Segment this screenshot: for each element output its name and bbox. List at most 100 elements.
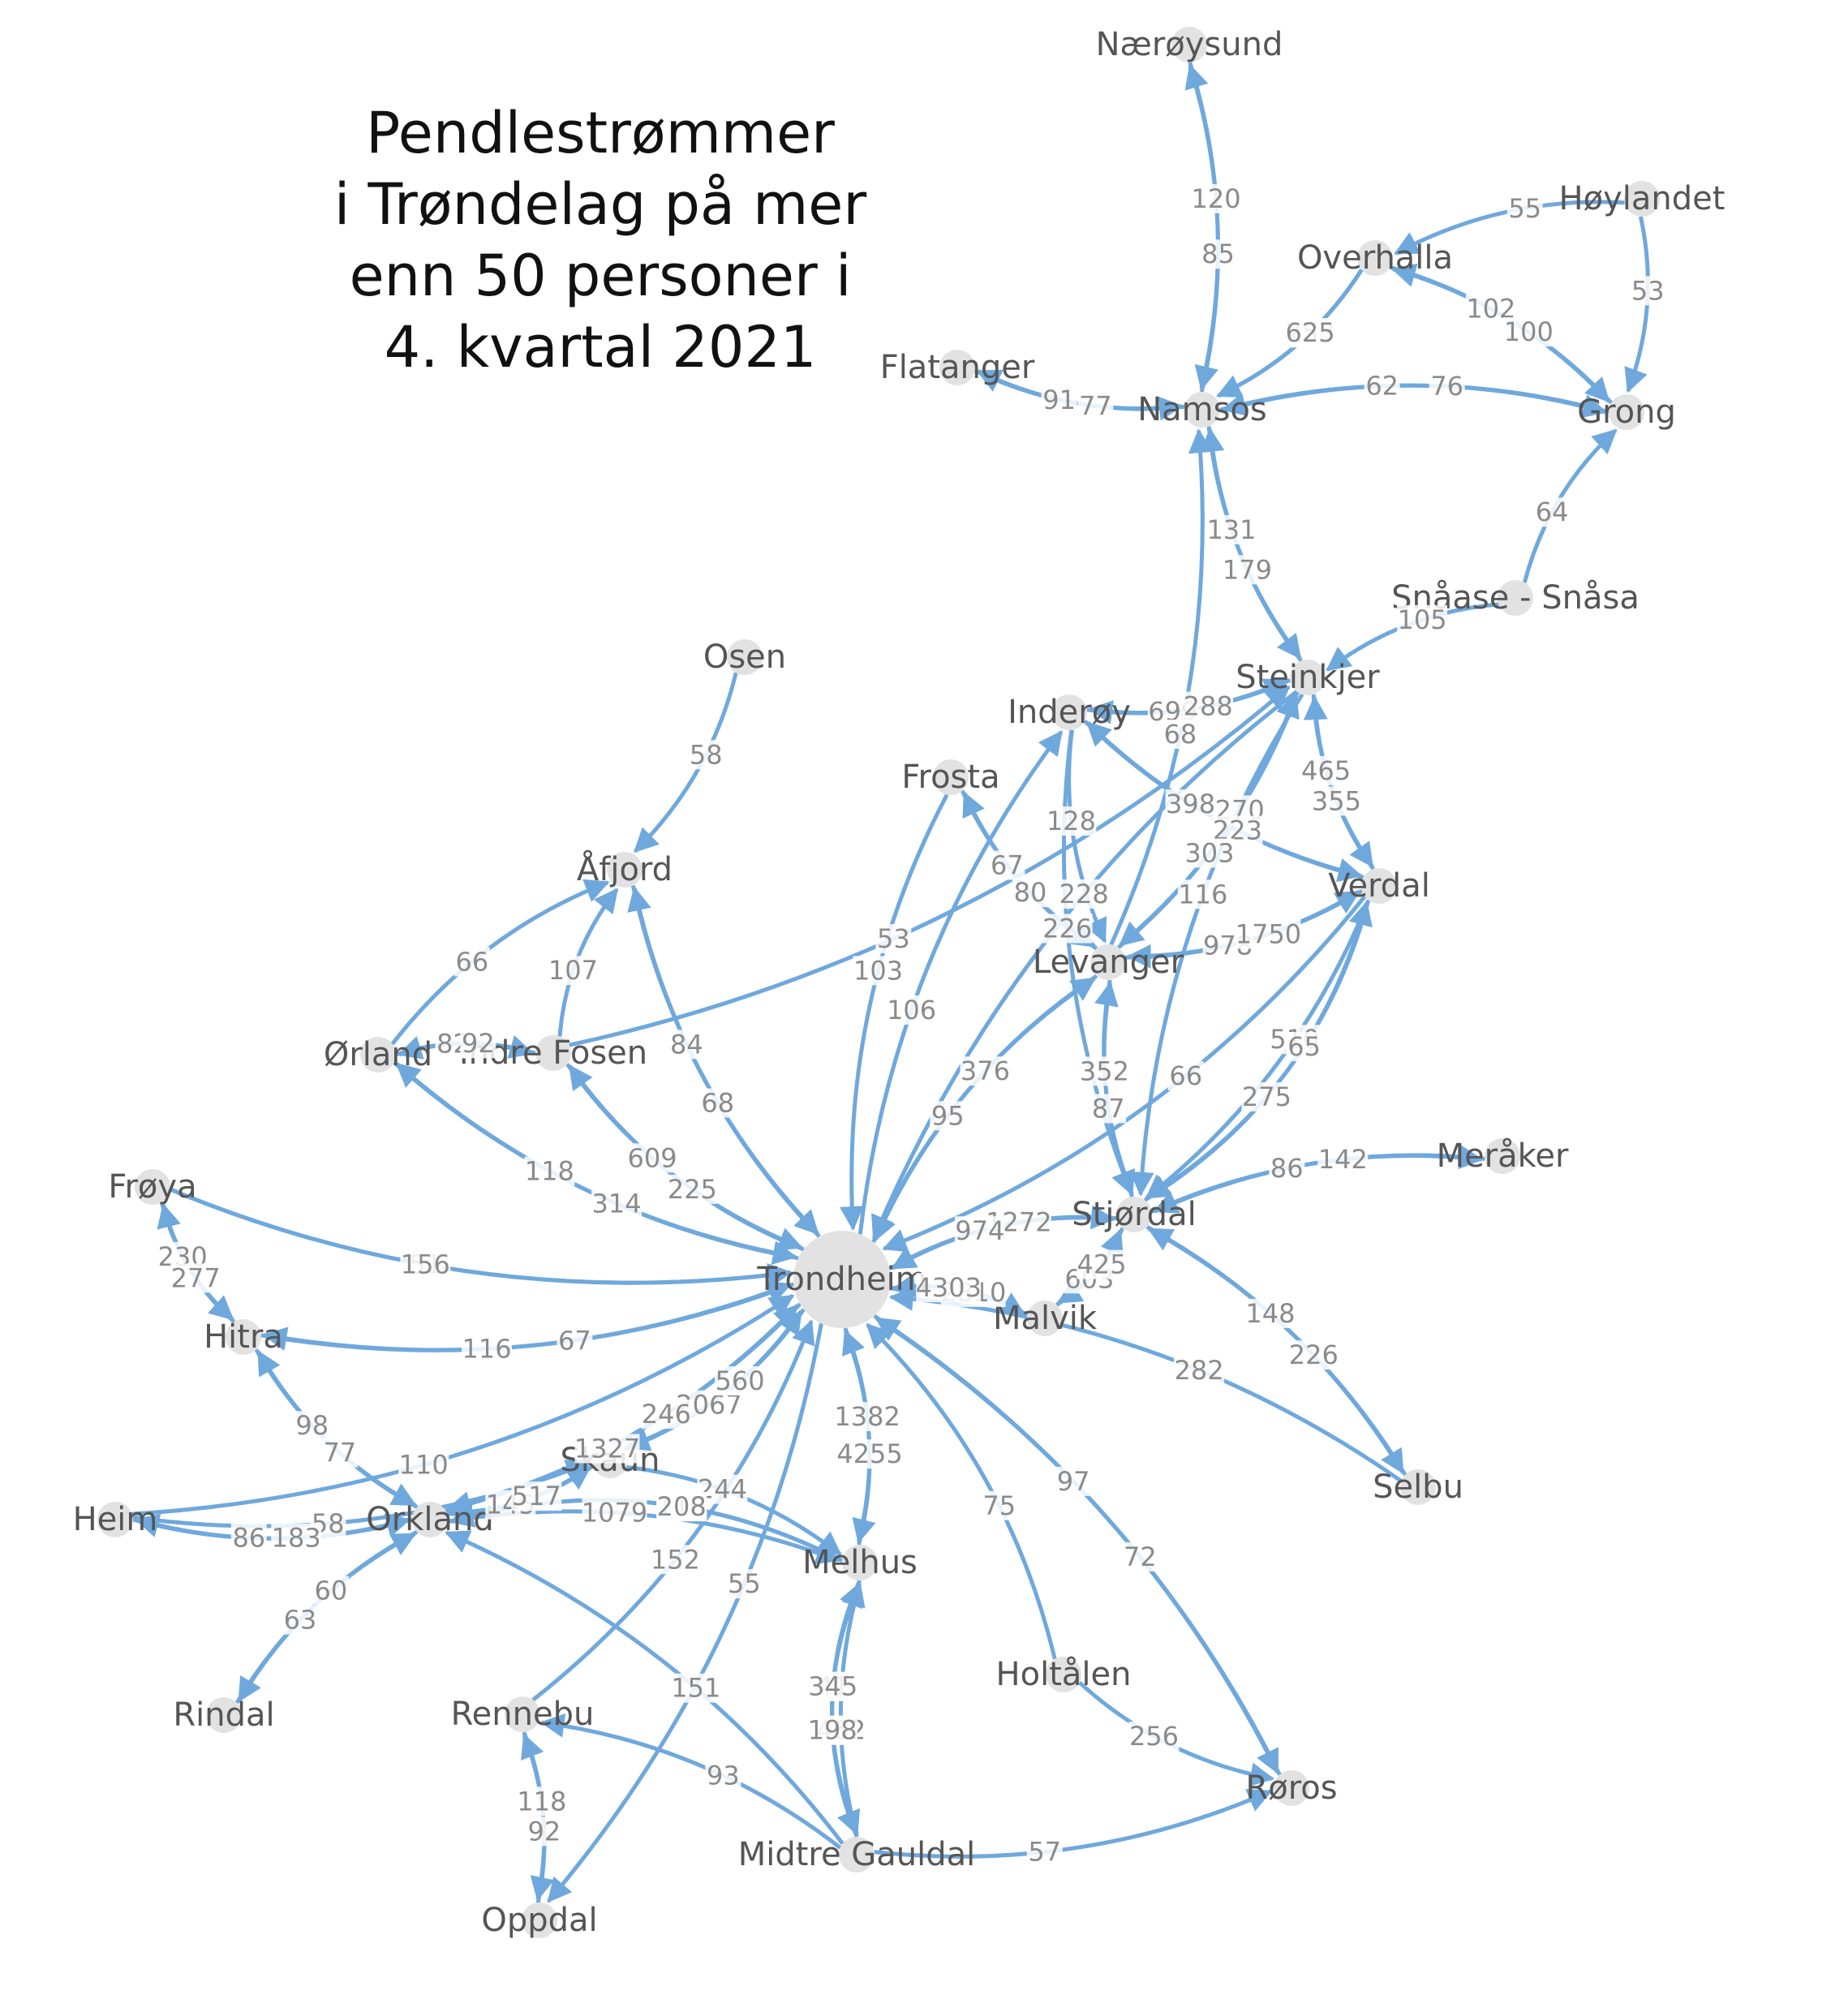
title-line-2: i Trøndelag på mer xyxy=(333,171,867,238)
edge-value: 68 xyxy=(1163,719,1197,750)
node-osen: Osen xyxy=(703,639,786,676)
edge-label-stjordal-to-verdal: 275 xyxy=(1241,1081,1292,1112)
edge-value: 86 xyxy=(232,1523,265,1554)
edge-value: 67 xyxy=(558,1325,591,1356)
edge-hoylandet-to-overhalla xyxy=(1394,200,1625,256)
edge-label-background xyxy=(526,1817,562,1847)
node-dot xyxy=(1400,1469,1436,1505)
edge-value: 116 xyxy=(1178,879,1227,909)
edge-grong-to-overhalla xyxy=(1390,263,1614,405)
edge-label-background xyxy=(1222,555,1273,585)
edge-value: 288 xyxy=(1184,691,1233,722)
edge-hitra-to-orkland xyxy=(254,1348,417,1507)
edge-verdal-to-trondheim xyxy=(882,895,1367,1253)
edge-label-background xyxy=(511,1481,562,1511)
edge-levanger-to-stjordal xyxy=(1102,979,1136,1196)
edge-label-grong-to-namsos: 76 xyxy=(1429,371,1465,402)
edge-value: 98 xyxy=(295,1410,329,1441)
edge-label-stjordal-to-meraker: 86 xyxy=(1269,1153,1305,1184)
edge-label-background xyxy=(1128,1722,1180,1752)
edge-value: 303 xyxy=(1184,837,1234,868)
edge-label-background xyxy=(548,956,599,986)
edge-label-background xyxy=(1184,838,1235,868)
node-dot xyxy=(135,1169,170,1205)
edge-value: 179 xyxy=(1223,554,1272,585)
edge-value: 425 xyxy=(1077,1249,1127,1280)
edge-value: 1750 xyxy=(1236,919,1301,950)
edge-value: 116 xyxy=(462,1334,512,1365)
edge-label-background xyxy=(954,1216,1005,1246)
edge-label-background xyxy=(1012,878,1048,908)
edge-label-orland-to-afjord: 66 xyxy=(453,946,490,977)
edge-label-background xyxy=(1165,789,1216,819)
edge-value: 974 xyxy=(955,1215,1004,1246)
node-label: Osen xyxy=(703,639,786,676)
edge-froya-to-trondheim xyxy=(169,1187,793,1288)
edge-value: 85 xyxy=(1201,239,1235,269)
edge-value: 53 xyxy=(1631,275,1665,306)
edge-midtregauldal-to-rennebu xyxy=(539,1713,842,1850)
node-namsos: Namsos xyxy=(1137,391,1267,428)
edge-label-indrefosen-to-afjord: 107 xyxy=(548,955,599,986)
edge-label-background xyxy=(1288,1340,1339,1370)
node-dot xyxy=(939,350,975,385)
edge-trondheim-to-melhus xyxy=(843,1326,876,1544)
edge-label-stjordal-to-levanger: 87 xyxy=(1090,1093,1127,1124)
edge-value: 57 xyxy=(1028,1837,1061,1868)
edge-label-background xyxy=(1177,879,1228,909)
node-label: Grong xyxy=(1577,393,1676,431)
edge-value: 246 xyxy=(642,1399,691,1430)
title-line-4: 4. kvartal 2021 xyxy=(384,314,817,381)
edge-value: 345 xyxy=(808,1671,857,1702)
node-oppdal: Oppdal xyxy=(481,1902,597,1939)
node-dot xyxy=(97,1502,133,1537)
edge-label-background xyxy=(1059,879,1110,909)
edge-label-trondheim-to-malvik: 4303 xyxy=(916,1272,982,1303)
edge-value: 55 xyxy=(728,1568,761,1599)
edge-label-levanger-to-trondheim: 376 xyxy=(960,1056,1011,1086)
edge-label-background xyxy=(271,1523,322,1553)
edge-label-levanger-to-frosta: 80 xyxy=(1012,877,1048,908)
node-inderoy: Inderøy xyxy=(1008,694,1131,731)
edge-value: 64 xyxy=(1536,497,1569,527)
edge-trondheim-to-oppdal xyxy=(547,1322,823,1903)
edge-label-namsos-to-grong: 62 xyxy=(1364,371,1400,402)
edge-label-verdal-to-steinkjer: 355 xyxy=(1311,785,1362,816)
edge-value: 95 xyxy=(931,1100,965,1131)
edge-label-background xyxy=(656,1492,707,1522)
node-stjordal: Stjørdal xyxy=(1072,1196,1196,1233)
edge-label-holtalen-to-roros: 256 xyxy=(1128,1721,1180,1752)
edge-value: 86 xyxy=(1270,1153,1304,1184)
edge-label-background xyxy=(1244,1298,1296,1328)
edge-label-background xyxy=(875,924,912,954)
edge-value: 1327 xyxy=(574,1433,640,1464)
edge-value: 110 xyxy=(399,1449,449,1480)
edge-label-background xyxy=(688,740,724,770)
edge-label-background xyxy=(1077,1249,1128,1279)
node-dot xyxy=(1171,27,1207,62)
edge-label-background xyxy=(1429,372,1465,402)
edge-label-trondheim-to-indrefosen: 225 xyxy=(667,1174,718,1205)
node-dot xyxy=(842,1545,878,1580)
edge-value: 84 xyxy=(670,1029,703,1060)
node-label: Orkland xyxy=(366,1501,493,1538)
edge-value: 352 xyxy=(1080,1056,1129,1086)
edge-label-trondheim-to-inderoy: 106 xyxy=(886,995,937,1025)
edge-label-snaase-to-steinkjer: 105 xyxy=(1397,604,1448,635)
edge-value: 465 xyxy=(1301,755,1351,786)
node-meraker: Meråker xyxy=(1437,1137,1569,1175)
edge-label-melhus-to-midtregauldal: 345 xyxy=(807,1671,858,1702)
node-label: Trondheim xyxy=(756,1261,926,1298)
edge-value: 87 xyxy=(1092,1093,1125,1124)
node-selbu: Selbu xyxy=(1373,1468,1463,1506)
edge-label-background xyxy=(321,1438,358,1468)
node-heim: Heim xyxy=(73,1501,158,1538)
edge-label-verdal-to-levanger: 1750 xyxy=(1236,919,1301,950)
edge-label-trondheim-to-roros: 97 xyxy=(1055,1466,1092,1497)
node-dot xyxy=(1051,694,1087,730)
edge-label-background xyxy=(1236,919,1301,949)
node-orland: Ørland xyxy=(324,1036,432,1073)
node-dot xyxy=(607,852,643,888)
edge-label-background xyxy=(837,1439,903,1469)
